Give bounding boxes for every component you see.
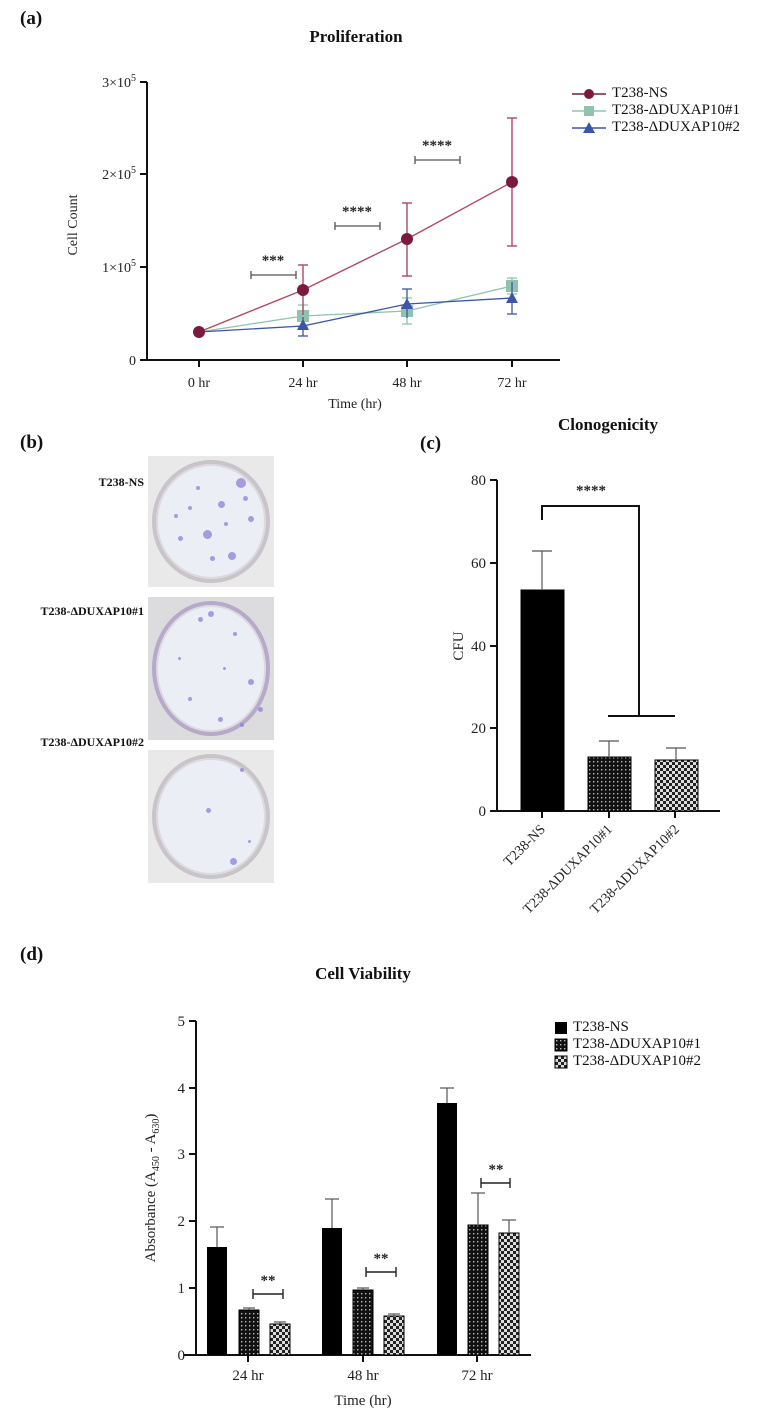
y-tick: 4 bbox=[178, 1081, 186, 1097]
bar-24hr-ns bbox=[207, 1247, 227, 1355]
x-tick-72hr: 72 hr bbox=[497, 376, 527, 391]
bar-kd1 bbox=[587, 756, 632, 812]
bar-72hr-kd1 bbox=[467, 1224, 489, 1356]
clonogenicity-title: Clonogenicity bbox=[557, 415, 659, 434]
legend-item-ns: T238-NS bbox=[555, 1019, 701, 1036]
x-tick-48hr: 48 hr bbox=[392, 376, 422, 391]
y-tick: 20 bbox=[471, 721, 486, 737]
y-tick: 1 bbox=[178, 1281, 186, 1297]
panel-c-label: (c) bbox=[420, 433, 442, 454]
y-tick: 40 bbox=[471, 639, 486, 655]
y-axis-label: CFU bbox=[451, 631, 467, 660]
y-tick: 60 bbox=[471, 556, 486, 572]
bar-24hr-kd1 bbox=[238, 1309, 260, 1356]
y-tick: 0 bbox=[479, 804, 487, 820]
significance-label: *** bbox=[262, 253, 285, 269]
bar-48hr-kd2 bbox=[383, 1315, 405, 1356]
significance-label: ** bbox=[374, 1251, 389, 1267]
significance-label: **** bbox=[342, 204, 372, 220]
legend-item-ns: T238-NS bbox=[572, 85, 740, 102]
significance-label: ** bbox=[489, 1162, 504, 1178]
viability-title: Cell Viability bbox=[315, 964, 411, 983]
bar-ns bbox=[520, 589, 565, 812]
y-tick: 5 bbox=[178, 1014, 186, 1030]
bar-kd2 bbox=[654, 759, 699, 812]
y-tick-1e5: 1×105 bbox=[102, 258, 136, 276]
viability-legend: T238-NS T238-ΔDUXAP10#1 T238-ΔDUXAP10#2 bbox=[554, 1019, 701, 1070]
y-tick: 3 bbox=[178, 1147, 186, 1163]
y-tick: 80 bbox=[471, 473, 486, 489]
x-tick-0hr: 0 hr bbox=[188, 376, 211, 391]
clonogenicity-chart: 0 20 40 60 80 CFU **** T238-NS T238-ΔDUX… bbox=[451, 473, 720, 917]
bar-24hr-kd2 bbox=[269, 1323, 291, 1356]
colony-dish-kd2 bbox=[148, 750, 274, 883]
colony-label-kd1: T238-ΔDUXAP10#1 bbox=[40, 604, 144, 618]
legend-item-kd2: T238-ΔDUXAP10#2 bbox=[572, 119, 740, 136]
y-tick: 0 bbox=[178, 1348, 186, 1364]
panel-b-label: (b) bbox=[20, 432, 44, 453]
legend-item-kd1: T238-ΔDUXAP10#1 bbox=[554, 1036, 701, 1053]
colony-dish-kd1 bbox=[148, 597, 274, 740]
significance-label: **** bbox=[576, 483, 606, 499]
proliferation-title: Proliferation bbox=[309, 27, 403, 46]
significance-label: **** bbox=[422, 138, 452, 154]
colony-label-kd2: T238-ΔDUXAP10#2 bbox=[40, 735, 144, 749]
y-tick-3e5: 3×105 bbox=[102, 73, 136, 91]
y-axis-label: Absorbance (A450 - A630) bbox=[143, 1114, 162, 1263]
bar-48hr-ns bbox=[322, 1228, 342, 1355]
proliferation-legend: T238-NS T238-ΔDUXAP10#1 T238-ΔDUXAP10#2 bbox=[572, 85, 740, 136]
proliferation-chart: 3×105 2×105 1×105 0 0 hr 24 hr 48 hr 72 … bbox=[66, 73, 560, 412]
significance-label: ** bbox=[261, 1273, 276, 1289]
bar-48hr-kd1 bbox=[352, 1289, 374, 1356]
x-axis-label: Time (hr) bbox=[328, 397, 382, 412]
y-tick: 2 bbox=[178, 1214, 186, 1230]
panel-d-label: (d) bbox=[20, 944, 44, 965]
x-axis-label: Time (hr) bbox=[334, 1393, 391, 1409]
triangle-marker-icon bbox=[572, 121, 606, 133]
solid-swatch-icon bbox=[555, 1021, 567, 1034]
dots-swatch-icon bbox=[554, 1038, 568, 1051]
square-marker-icon bbox=[572, 105, 606, 116]
legend-item-kd1: T238-ΔDUXAP10#1 bbox=[572, 102, 740, 119]
legend-item-kd2: T238-ΔDUXAP10#2 bbox=[554, 1053, 701, 1070]
x-tick-72hr: 72 hr bbox=[461, 1368, 492, 1384]
y-tick-0: 0 bbox=[129, 354, 136, 369]
circle-marker-icon bbox=[572, 88, 606, 99]
x-tick-48hr: 48 hr bbox=[347, 1368, 378, 1384]
colony-label-ns: T238-NS bbox=[98, 475, 144, 489]
x-tick-24hr: 24 hr bbox=[232, 1368, 263, 1384]
y-tick-2e5: 2×105 bbox=[102, 165, 136, 183]
panel-a-label: (a) bbox=[20, 8, 43, 29]
checker-swatch-icon bbox=[554, 1055, 568, 1068]
bar-72hr-ns bbox=[437, 1103, 457, 1355]
x-tick-24hr: 24 hr bbox=[288, 376, 318, 391]
colony-dish-ns bbox=[148, 456, 274, 587]
bar-72hr-kd2 bbox=[498, 1232, 520, 1356]
y-axis-label: Cell Count bbox=[66, 194, 81, 255]
